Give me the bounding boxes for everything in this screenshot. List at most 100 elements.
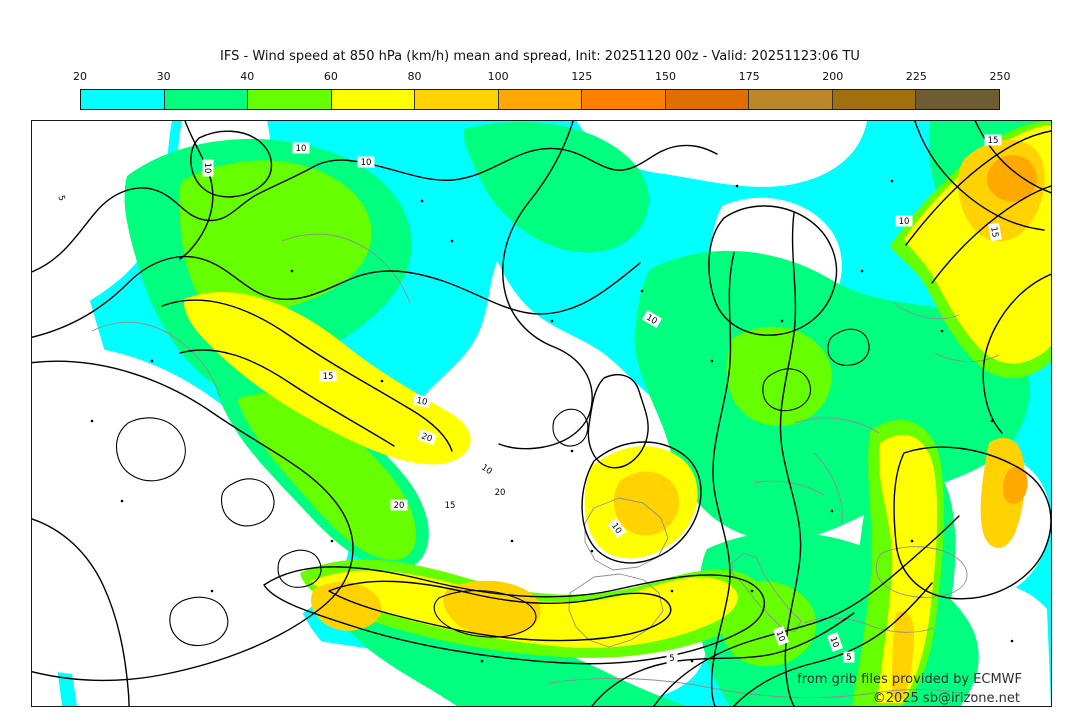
colorbar-segment-100-125 [497,90,582,109]
contour-label-10: 10 [292,142,310,154]
colorbar-tick-labels: 20 30 40 60 80 100 125 150 175 200 225 250 [73,70,1011,84]
weather-map: 10 10 10 5 15 10 15 10 10 15 20 10 20 15 20 10 10 10 5 5 fr… [31,120,1052,707]
svg-text:10: 10 [361,158,372,168]
map-dot [890,179,894,183]
map-dot [380,379,384,383]
contour-label-10: 10 [357,156,375,168]
svg-text:20: 20 [495,488,506,498]
contour-label-15: 15 [319,370,337,382]
colorbar-tick-150: 150 [654,70,676,83]
credit-copyright: ©2025 sb@irizone.net [873,691,1020,706]
colorbar-tick-30: 30 [156,70,171,83]
svg-text:20: 20 [420,431,434,444]
svg-text:5: 5 [56,194,67,202]
colorbar-segment-20-30 [81,90,164,109]
colorbar-segment-200-225 [831,90,916,109]
colorbar-tick-225: 225 [905,70,927,83]
credit-source: from grib files provided by ECMWF [797,672,1022,687]
colorbar-segment-150-175 [664,90,749,109]
contour-label-20: 20 [491,486,509,498]
colorbar-tick-100: 100 [487,70,509,83]
map-dots [90,179,1014,663]
map-dot [120,499,124,503]
map-dot [640,289,644,293]
map-dot [510,539,514,543]
chart-title: IFS - Wind speed at 850 hPa (km/h) mean … [220,49,860,64]
map-dot [590,549,594,553]
contour-label-15: 15 [988,222,1002,242]
colorbar-segment-225-250 [915,90,1000,109]
colorbar-tick-60: 60 [323,70,338,83]
map-dot [910,539,914,543]
colorbar-segment-40-60 [247,90,331,109]
svg-text:10: 10 [296,144,307,154]
wind-fill-layer [32,121,1051,706]
map-dot [990,419,994,423]
colorbar-tick-40: 40 [240,70,255,83]
svg-text:10: 10 [828,636,841,650]
map-dot [330,539,334,543]
spread-contour-layer [32,121,1051,706]
map-dot [750,589,754,593]
contour-label-20: 20 [390,499,408,511]
contour-label-10: 10 [412,393,432,409]
svg-text:15: 15 [445,501,456,511]
map-dot [710,359,714,363]
colorbar-tick-20: 20 [73,70,87,83]
svg-text:10: 10 [202,163,212,174]
contour-label-10: 10 [641,309,663,329]
colorbar-tick-125: 125 [571,70,593,83]
svg-text:10: 10 [774,630,787,644]
colorbar [80,89,1000,110]
map-dot [550,319,554,323]
colorbar-segment-175-200 [748,90,832,109]
map-dot [690,659,694,663]
contour-label-10: 10 [895,215,913,227]
contour-label-10: 10 [202,159,214,177]
svg-text:10: 10 [415,396,428,408]
map-dot [450,239,454,243]
map-dot [670,589,674,593]
svg-text:15: 15 [988,226,1000,238]
svg-text:5: 5 [846,653,851,663]
map-dot [830,509,834,513]
contour-label-10: 10 [772,626,790,646]
svg-text:10: 10 [899,217,910,227]
coastline-layer [91,233,1000,699]
map-dot [940,329,944,333]
map-dot [150,359,154,363]
contour-label-10: 10 [826,632,844,652]
contour-label-5: 5 [843,651,855,663]
map-dot [290,269,294,273]
colorbar-tick-200: 200 [822,70,844,83]
contour-label-15: 15 [441,499,459,511]
map-dot [480,659,484,663]
map-dot [420,199,424,203]
map-dot [570,449,574,453]
map-dot [860,269,864,273]
colorbar-tick-175: 175 [738,70,760,83]
svg-text:5: 5 [669,654,674,664]
contour-label-5: 5 [666,652,678,664]
svg-text:15: 15 [988,136,999,146]
map-dot [780,319,784,323]
colorbar-segment-125-150 [581,90,665,109]
map-dot [90,419,94,423]
contour-label-5: 5 [55,191,69,205]
colorbar-tick-80: 80 [407,70,422,83]
map-dot [1010,639,1014,643]
colorbar-tick-250: 250 [989,70,1011,83]
map-dot [210,589,214,593]
colorbar-segment-30-40 [163,90,248,109]
colorbar-segment-60-80 [330,90,415,109]
svg-text:10: 10 [644,313,658,327]
map-dot [735,184,739,188]
svg-text:15: 15 [323,372,334,382]
svg-text:20: 20 [394,501,405,511]
colorbar-segment-80-100 [414,90,498,109]
map-credits: from grib files provided by ECMWF ©2025 s… [797,672,1022,706]
contour-label-20: 20 [417,428,437,446]
contour-label-15: 15 [984,134,1002,146]
